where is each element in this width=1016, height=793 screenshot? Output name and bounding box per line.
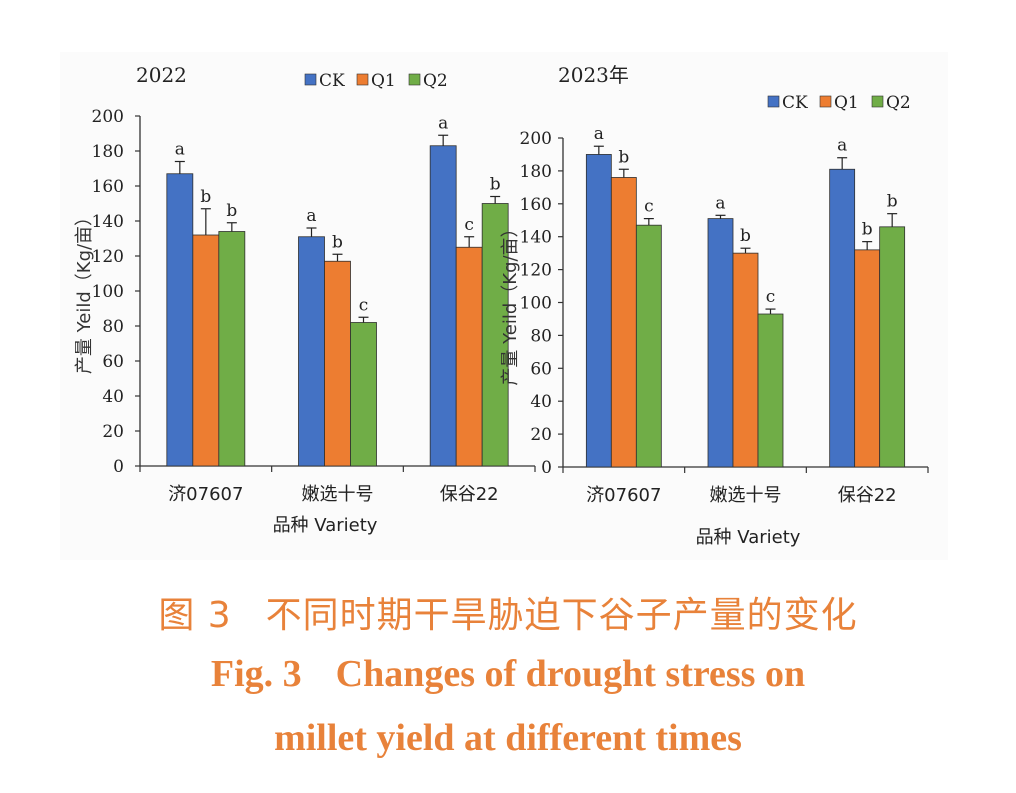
chart1-bar-CK — [166, 173, 194, 467]
chart1-legend-label-Q2: Q2 — [423, 71, 448, 91]
chart1-y-tick-label: 160 — [92, 177, 124, 197]
chart2-y-tick-label: 0 — [541, 458, 552, 478]
chart2-significance-letter: b — [618, 147, 629, 167]
chart1-x-tick-label: 保谷22 — [440, 484, 499, 505]
chart1-bar-Q1 — [324, 260, 351, 467]
chart2-bar-CK — [707, 218, 734, 468]
chart2-y-axis-label: 产量 Yeild（Kg/亩） — [500, 219, 521, 385]
chart2-x-tick-label: 济07607 — [586, 485, 661, 506]
chart1-significance-letter: a — [306, 206, 316, 226]
chart2-bar-Q2 — [757, 313, 784, 468]
chart1-y-tick-label: 60 — [102, 352, 124, 372]
chart1-y-tick-label: 180 — [92, 142, 124, 162]
caption-en-text-2: millet yield at different times — [274, 717, 742, 759]
chart2-y-tick-label: 40 — [530, 392, 552, 412]
chart2-title: 2023年 — [558, 63, 629, 87]
caption-english-line1: Fig. 3 Changes of drought stress on — [0, 652, 1016, 696]
chart1-bar-Q1 — [192, 234, 220, 467]
chart2-y-tick-label: 160 — [520, 195, 552, 215]
chart2-y-tick-label: 180 — [520, 162, 552, 182]
chart2-y-tick-label: 200 — [520, 129, 552, 149]
chart1-significance-letter: b — [200, 187, 211, 207]
chart2-bar-CK — [585, 154, 612, 468]
chart1-y-tick-label: 80 — [102, 317, 124, 337]
chart2-significance-letter: c — [644, 197, 654, 217]
chart1-bar-Q2 — [481, 203, 509, 467]
chart1-bar-Q2 — [350, 322, 377, 467]
chart2-legend-swatch-Q1 — [819, 95, 832, 108]
chart2-bar-Q1 — [610, 177, 637, 468]
caption-english-line2: millet yield at different times — [0, 716, 1016, 760]
chart2-significance-letter: b — [862, 220, 873, 240]
chart2-y-tick-label: 80 — [530, 326, 552, 346]
chart2-y-tick-label: 100 — [520, 294, 552, 314]
chart1-y-tick-label: 100 — [92, 282, 124, 302]
chart1-y-tick-label: 40 — [102, 387, 124, 407]
chart2-x-tick-label: 保谷22 — [838, 485, 897, 506]
chart1-y-tick-label: 20 — [102, 422, 124, 442]
chart2-y-tick-label: 120 — [520, 261, 552, 281]
chart2-legend-swatch-CK — [767, 95, 780, 108]
chart2-significance-letter: b — [740, 226, 751, 246]
chart1-significance-letter: b — [226, 201, 237, 221]
chart1-significance-letter: a — [175, 140, 185, 160]
chart2-y-tick-label: 140 — [520, 228, 552, 248]
chart1-bar-Q1 — [455, 246, 483, 467]
chart2-bar-Q2 — [635, 224, 662, 468]
chart2-significance-letter: a — [594, 124, 604, 144]
caption-cn-text: 不同时期干旱胁迫下谷子产量的变化 — [265, 595, 858, 636]
chart1-y-tick-label: 0 — [113, 457, 124, 477]
chart1-y-axis-label: 产量 Yeild（Kg/亩） — [74, 208, 95, 374]
chart1-y-tick-label: 200 — [92, 107, 124, 127]
chart1-legend-label-Q1: Q1 — [371, 71, 396, 91]
chart2-x-tick-label: 嫩选十号 — [710, 485, 782, 506]
chart1-significance-letter: c — [464, 215, 474, 235]
caption-cn-label: 图 3 — [158, 595, 232, 636]
caption-en-label: Fig. 3 — [210, 653, 302, 695]
chart2-legend-label-CK: CK — [782, 93, 808, 113]
chart1-legend-swatch-Q1 — [356, 73, 369, 86]
chart2-legend-swatch-Q2 — [871, 95, 884, 108]
chart2-significance-letter: a — [715, 193, 725, 213]
chart1-significance-letter: c — [359, 295, 369, 315]
caption-en-text-1: Changes of drought stress on — [335, 653, 806, 695]
caption-chinese: 图 3 不同时期干旱胁迫下谷子产量的变化 — [0, 586, 1016, 638]
chart1-y-tick-label: 140 — [92, 212, 124, 232]
chart2-significance-letter: b — [887, 192, 898, 212]
chart2-legend-label-Q2: Q2 — [886, 93, 911, 113]
chart1-bar-CK — [429, 145, 457, 467]
chart1-x-axis-label: 品种 Variety — [273, 515, 378, 536]
chart1-bar-CK — [298, 236, 325, 467]
chart2-significance-letter: c — [766, 287, 776, 307]
chart2-bar-Q1 — [732, 252, 759, 468]
chart1-title: 2022 — [136, 63, 187, 87]
chart2-significance-letter: a — [837, 136, 847, 156]
chart2-bar-Q2 — [879, 226, 906, 468]
chart1-x-tick-label: 嫩选十号 — [302, 484, 374, 505]
chart1-significance-letter: b — [332, 232, 343, 252]
chart1-significance-letter: b — [490, 175, 501, 195]
chart1-legend-label-CK: CK — [319, 71, 345, 91]
chart2-y-tick-label: 60 — [530, 359, 552, 379]
chart2-y-tick-label: 20 — [530, 425, 552, 445]
chart1-legend-swatch-Q2 — [408, 73, 421, 86]
chart2-legend-label-Q1: Q1 — [834, 93, 859, 113]
chart2-bar-Q1 — [854, 249, 881, 468]
chart2-x-axis-label: 品种 Variety — [696, 527, 801, 548]
chart1-significance-letter: a — [438, 113, 448, 133]
chart1-legend-swatch-CK — [304, 73, 317, 86]
chart1-x-tick-label: 济07607 — [168, 484, 243, 505]
chart1-y-tick-label: 120 — [92, 247, 124, 267]
chart2-bar-CK — [829, 168, 856, 468]
chart1-bar-Q2 — [218, 231, 246, 467]
